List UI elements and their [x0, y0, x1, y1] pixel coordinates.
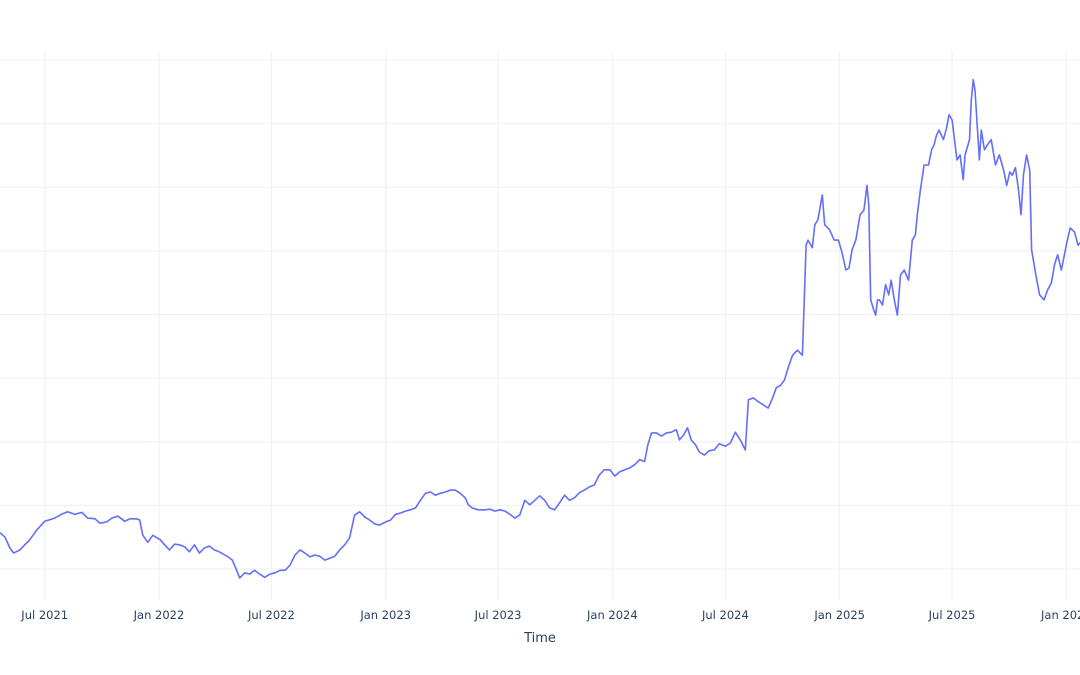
x-tick-label: Jul 2025 — [928, 608, 976, 622]
x-tick-label: Jul 2022 — [247, 608, 295, 622]
series-line — [0, 79, 1080, 579]
x-tick-label: Jan 2024 — [586, 608, 638, 622]
x-axis-title: Time — [523, 631, 556, 646]
x-tick-label: Jul 2021 — [20, 608, 68, 622]
x-tick-label: Jul 2023 — [474, 608, 522, 622]
x-tick-label: Jan 2025 — [813, 608, 865, 622]
gridlines — [0, 51, 1080, 600]
x-tick-label: Jan 2026 — [1040, 608, 1080, 622]
series-layer — [0, 79, 1080, 579]
x-tick-label: Jan 2023 — [359, 608, 411, 622]
x-tick-label: Jan 2022 — [133, 608, 185, 622]
x-axis-ticks: Jul 2021 Jan 2022 Jul 2022 Jan 2023 Jul 2023… — [20, 608, 1080, 622]
x-tick-label: Jul 2024 — [701, 608, 749, 622]
